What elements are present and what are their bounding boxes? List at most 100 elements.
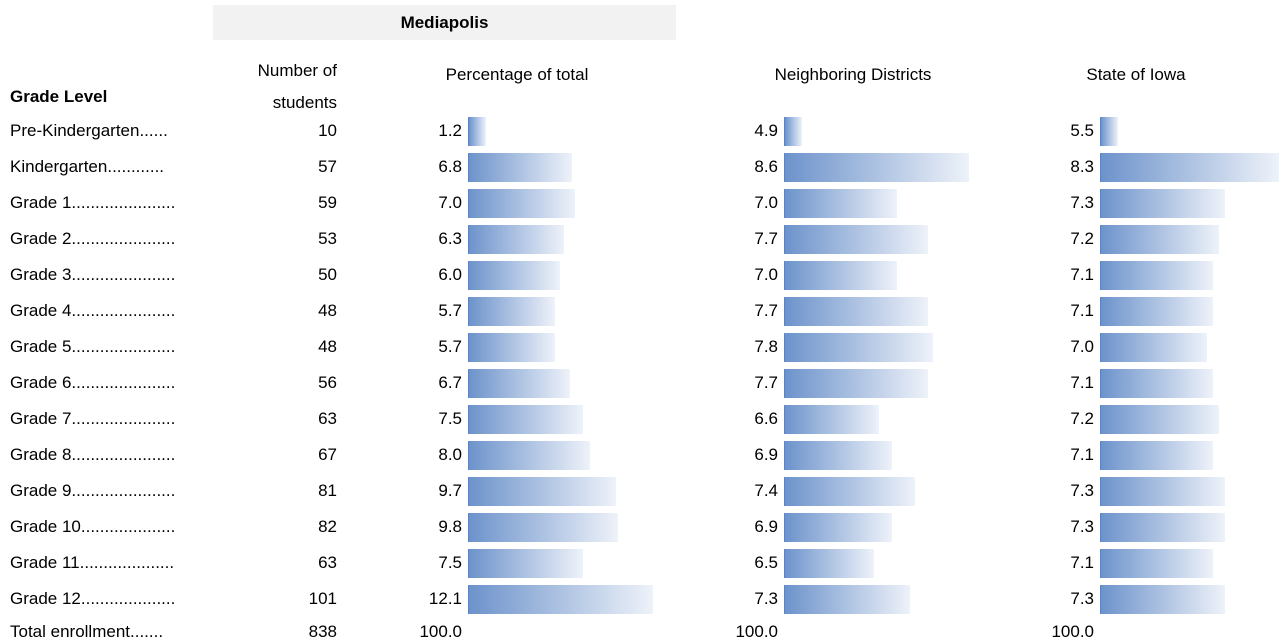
percentage: 9.8 [438,517,462,536]
data-bar [784,225,929,254]
percentage: 7.5 [438,409,462,428]
data-bar [1100,225,1220,254]
percentage: 8.6 [754,157,778,176]
data-bar [1100,333,1208,362]
grade-label: Grade 11.................... [10,553,175,572]
data-bar [1100,441,1214,470]
data-bar [784,585,911,614]
grade-label: Grade 10.................... [10,517,176,536]
percentage: 7.0 [438,193,462,212]
data-bar [468,477,617,506]
data-bar [1100,261,1214,290]
percentage: 9.7 [438,481,462,500]
data-bar [468,585,653,614]
column-header: Grade Level [10,87,108,106]
data-bar [468,333,555,362]
data-bar [1100,369,1214,398]
percentage: 5.5 [1070,121,1094,140]
student-count: 53 [318,229,337,248]
percentage: 6.8 [438,157,462,176]
percentage: 8.3 [1070,157,1094,176]
column-header: State of Iowa [1086,65,1186,84]
percentage: 7.3 [1070,193,1094,212]
student-count: 63 [318,409,337,428]
percentage: 7.1 [1070,445,1094,464]
student-count: 10 [318,121,337,140]
column-header: Percentage of total [445,65,589,84]
percentage: 12.1 [428,589,462,608]
percentage: 7.1 [1070,373,1094,392]
data-bar [468,153,572,182]
grade-label: Grade 9...................... [10,481,176,500]
total-percentage: 100.0 [1051,622,1094,641]
percentage: 7.0 [1070,337,1094,356]
student-count: 56 [318,373,337,392]
data-bar [1100,477,1226,506]
total-label: Total enrollment....... [10,622,164,641]
data-bar [468,117,486,146]
data-bar [784,153,969,182]
grade-label: Grade 7...................... [10,409,176,428]
data-bar [1100,117,1118,146]
total-percentage: 100.0 [735,622,778,641]
data-bar [468,513,618,542]
grade-label: Grade 3...................... [10,265,176,284]
data-bar [784,297,929,326]
percentage: 7.2 [1070,229,1094,248]
data-bar [468,297,555,326]
percentage: 7.7 [754,373,778,392]
percentage: 5.7 [438,337,462,356]
student-count: 63 [318,553,337,572]
student-count: 50 [318,265,337,284]
data-bar [784,261,897,290]
percentage: 7.4 [754,481,778,500]
grade-label: Grade 2...................... [10,229,176,248]
data-bar [1100,297,1214,326]
student-count: 59 [318,193,337,212]
percentage: 7.2 [1070,409,1094,428]
data-bar [1100,405,1220,434]
student-count: 48 [318,337,337,356]
percentage: 7.1 [1070,265,1094,284]
data-bar [1100,585,1226,614]
data-bar [784,189,897,218]
data-bar [784,405,879,434]
data-bar [784,549,875,578]
percentage: 7.0 [754,193,778,212]
data-bar [468,189,575,218]
group-header-band [213,5,676,40]
percentage: 7.1 [1070,301,1094,320]
student-count: 101 [308,589,337,608]
percentage: 5.7 [438,301,462,320]
grade-label: Grade 12.................... [10,589,176,608]
percentage: 7.3 [1070,517,1094,536]
percentage: 6.6 [754,409,778,428]
percentage: 7.1 [1070,553,1094,572]
data-bar [784,333,933,362]
data-bar [784,369,929,398]
student-count: 81 [318,481,337,500]
total-percentage: 100.0 [419,622,462,641]
data-bar [784,441,893,470]
column-header: Number of students [257,61,337,112]
data-bar [784,117,802,146]
percentage: 6.9 [754,445,778,464]
percentage: 7.7 [754,229,778,248]
percentage: 7.3 [1070,589,1094,608]
student-count: 48 [318,301,337,320]
percentage: 7.5 [438,553,462,572]
data-bar [468,549,583,578]
grade-label: Grade 6...................... [10,373,176,392]
percentage: 6.0 [438,265,462,284]
percentage: 6.5 [754,553,778,572]
student-count: 57 [318,157,337,176]
column-header: Neighboring Districts [774,65,932,84]
percentage: 6.9 [754,517,778,536]
student-count: 82 [318,517,337,536]
data-bar [468,225,565,254]
grade-label: Grade 4...................... [10,301,176,320]
percentage: 7.8 [754,337,778,356]
data-bar [784,513,893,542]
data-bar [468,405,583,434]
